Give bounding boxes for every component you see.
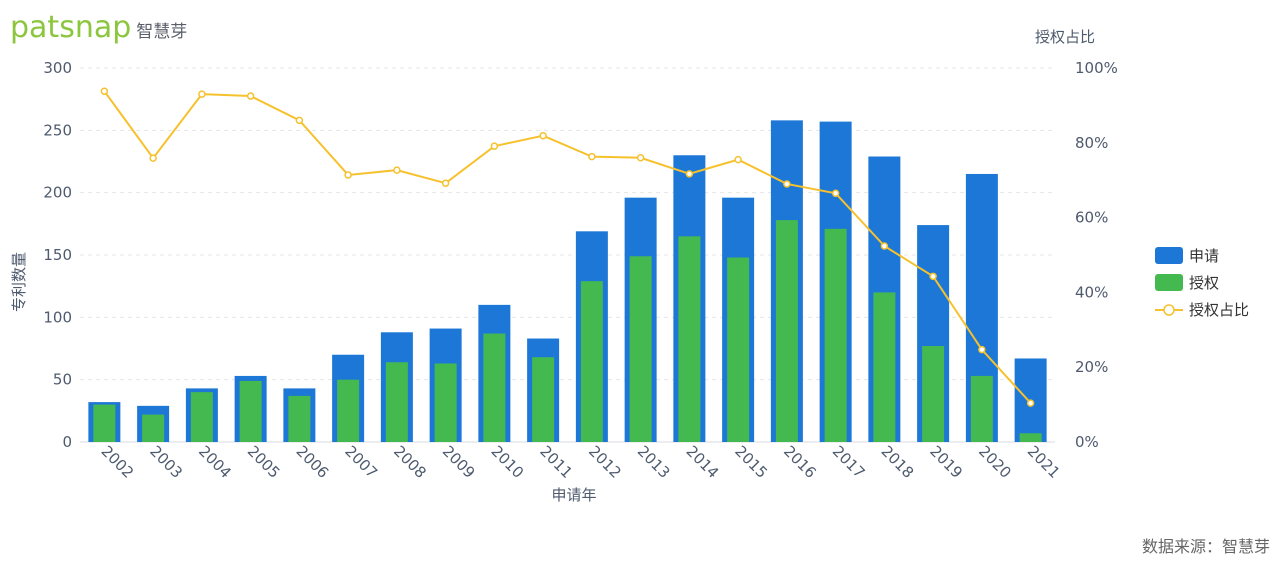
- legend-swatch-ratio-marker[interactable]: [1163, 304, 1175, 316]
- bar-grants: [434, 363, 457, 442]
- y-tick-label: 150: [43, 246, 72, 264]
- legend-label-grants: 授权: [1189, 274, 1219, 292]
- bar-grants: [483, 333, 506, 442]
- bar-grants: [532, 357, 555, 442]
- y2-axis-title: 授权占比: [1035, 28, 1095, 46]
- patsnap-logo: patsnap: [10, 10, 132, 45]
- x-tick-label: 2018: [878, 442, 918, 482]
- bar-grants: [629, 256, 652, 442]
- point-grant-ratio: [295, 116, 304, 125]
- legend-label-applications: 申请: [1189, 247, 1219, 265]
- point-grant-ratio: [783, 180, 791, 188]
- y-axis-title: 专利数量: [10, 252, 28, 312]
- y-tick-label: 0: [62, 433, 72, 451]
- x-tick-label: 2021: [1024, 442, 1064, 482]
- x-tick-label: 2012: [585, 442, 625, 482]
- point-grant-ratio: [636, 154, 645, 162]
- bar-grants: [190, 392, 213, 442]
- y2-tick-label: 80%: [1075, 134, 1108, 152]
- point-grant-ratio: [685, 170, 694, 178]
- point-grant-ratio: [880, 242, 889, 250]
- bar-grants: [142, 414, 165, 442]
- bar-grants: [288, 395, 311, 442]
- x-tick-label: 2015: [731, 442, 771, 482]
- brand-header: patsnap 智慧芽: [10, 10, 187, 45]
- y-tick-label: 100: [43, 308, 72, 326]
- x-tick-label: 2013: [634, 442, 674, 482]
- brand-name: 智慧芽: [136, 22, 188, 42]
- bar-grants: [337, 379, 360, 442]
- point-grant-ratio: [441, 179, 450, 187]
- y-tick-label: 300: [43, 59, 72, 77]
- bar-grants: [727, 257, 750, 442]
- y2-tick-label: 60%: [1075, 209, 1108, 227]
- x-tick-label: 2008: [390, 442, 430, 482]
- y-tick-label: 250: [43, 121, 72, 139]
- bar-grants: [775, 220, 798, 442]
- y2-tick-label: 40%: [1075, 283, 1108, 301]
- point-grant-ratio: [734, 155, 742, 164]
- bar-grants: [1019, 433, 1042, 442]
- x-tick-label: 2020: [975, 442, 1015, 482]
- bar-grants: [873, 292, 896, 442]
- bar-grants: [824, 228, 847, 442]
- point-grant-ratio: [831, 189, 840, 198]
- x-tick-label: 2004: [195, 442, 235, 482]
- x-tick-label: 2007: [341, 442, 381, 482]
- bar-grants: [93, 404, 116, 442]
- x-tick-label: 2010: [488, 442, 528, 482]
- legend-swatch-applications[interactable]: [1155, 247, 1183, 264]
- bar-grants: [970, 375, 993, 442]
- x-tick-label: 2002: [98, 442, 138, 482]
- point-grant-ratio: [344, 171, 352, 179]
- bar-grants: [580, 281, 603, 442]
- point-grant-ratio: [149, 154, 157, 162]
- point-grant-ratio: [978, 345, 986, 354]
- point-grant-ratio: [198, 90, 206, 98]
- x-tick-label: 2005: [244, 442, 284, 482]
- x-tick-label: 2014: [683, 442, 723, 482]
- legend-swatch-grants[interactable]: [1155, 274, 1183, 291]
- point-grant-ratio: [393, 166, 401, 174]
- bar-grants: [385, 362, 408, 442]
- x-axis-title: 申请年: [551, 486, 596, 504]
- y2-tick-label: 20%: [1075, 358, 1108, 376]
- x-tick-label: 2006: [293, 442, 333, 482]
- x-tick-label: 2019: [926, 442, 966, 482]
- point-grant-ratio: [929, 272, 937, 281]
- point-grant-ratio: [539, 131, 547, 140]
- bar-grants: [239, 380, 262, 442]
- y2-tick-label: 100%: [1075, 59, 1118, 77]
- point-grant-ratio: [100, 87, 109, 95]
- point-grant-ratio: [588, 152, 596, 161]
- x-tick-label: 2017: [829, 442, 869, 482]
- point-grant-ratio: [246, 92, 255, 100]
- bar-grants: [922, 346, 945, 442]
- point-grant-ratio: [1026, 399, 1035, 407]
- legend-label-ratio: 授权占比: [1189, 301, 1249, 319]
- y-tick-label: 200: [43, 184, 72, 202]
- point-grant-ratio: [490, 142, 499, 150]
- y2-tick-label: 0%: [1075, 433, 1099, 451]
- y-tick-label: 50: [53, 371, 72, 389]
- x-tick-label: 2003: [146, 442, 186, 482]
- x-tick-label: 2009: [439, 442, 479, 482]
- x-tick-label: 2016: [780, 442, 820, 482]
- bar-grants: [678, 236, 701, 442]
- x-tick-label: 2011: [536, 442, 576, 482]
- line-grant-ratio: [103, 90, 1032, 404]
- data-source-note: 数据来源：智慧芽: [1141, 537, 1270, 556]
